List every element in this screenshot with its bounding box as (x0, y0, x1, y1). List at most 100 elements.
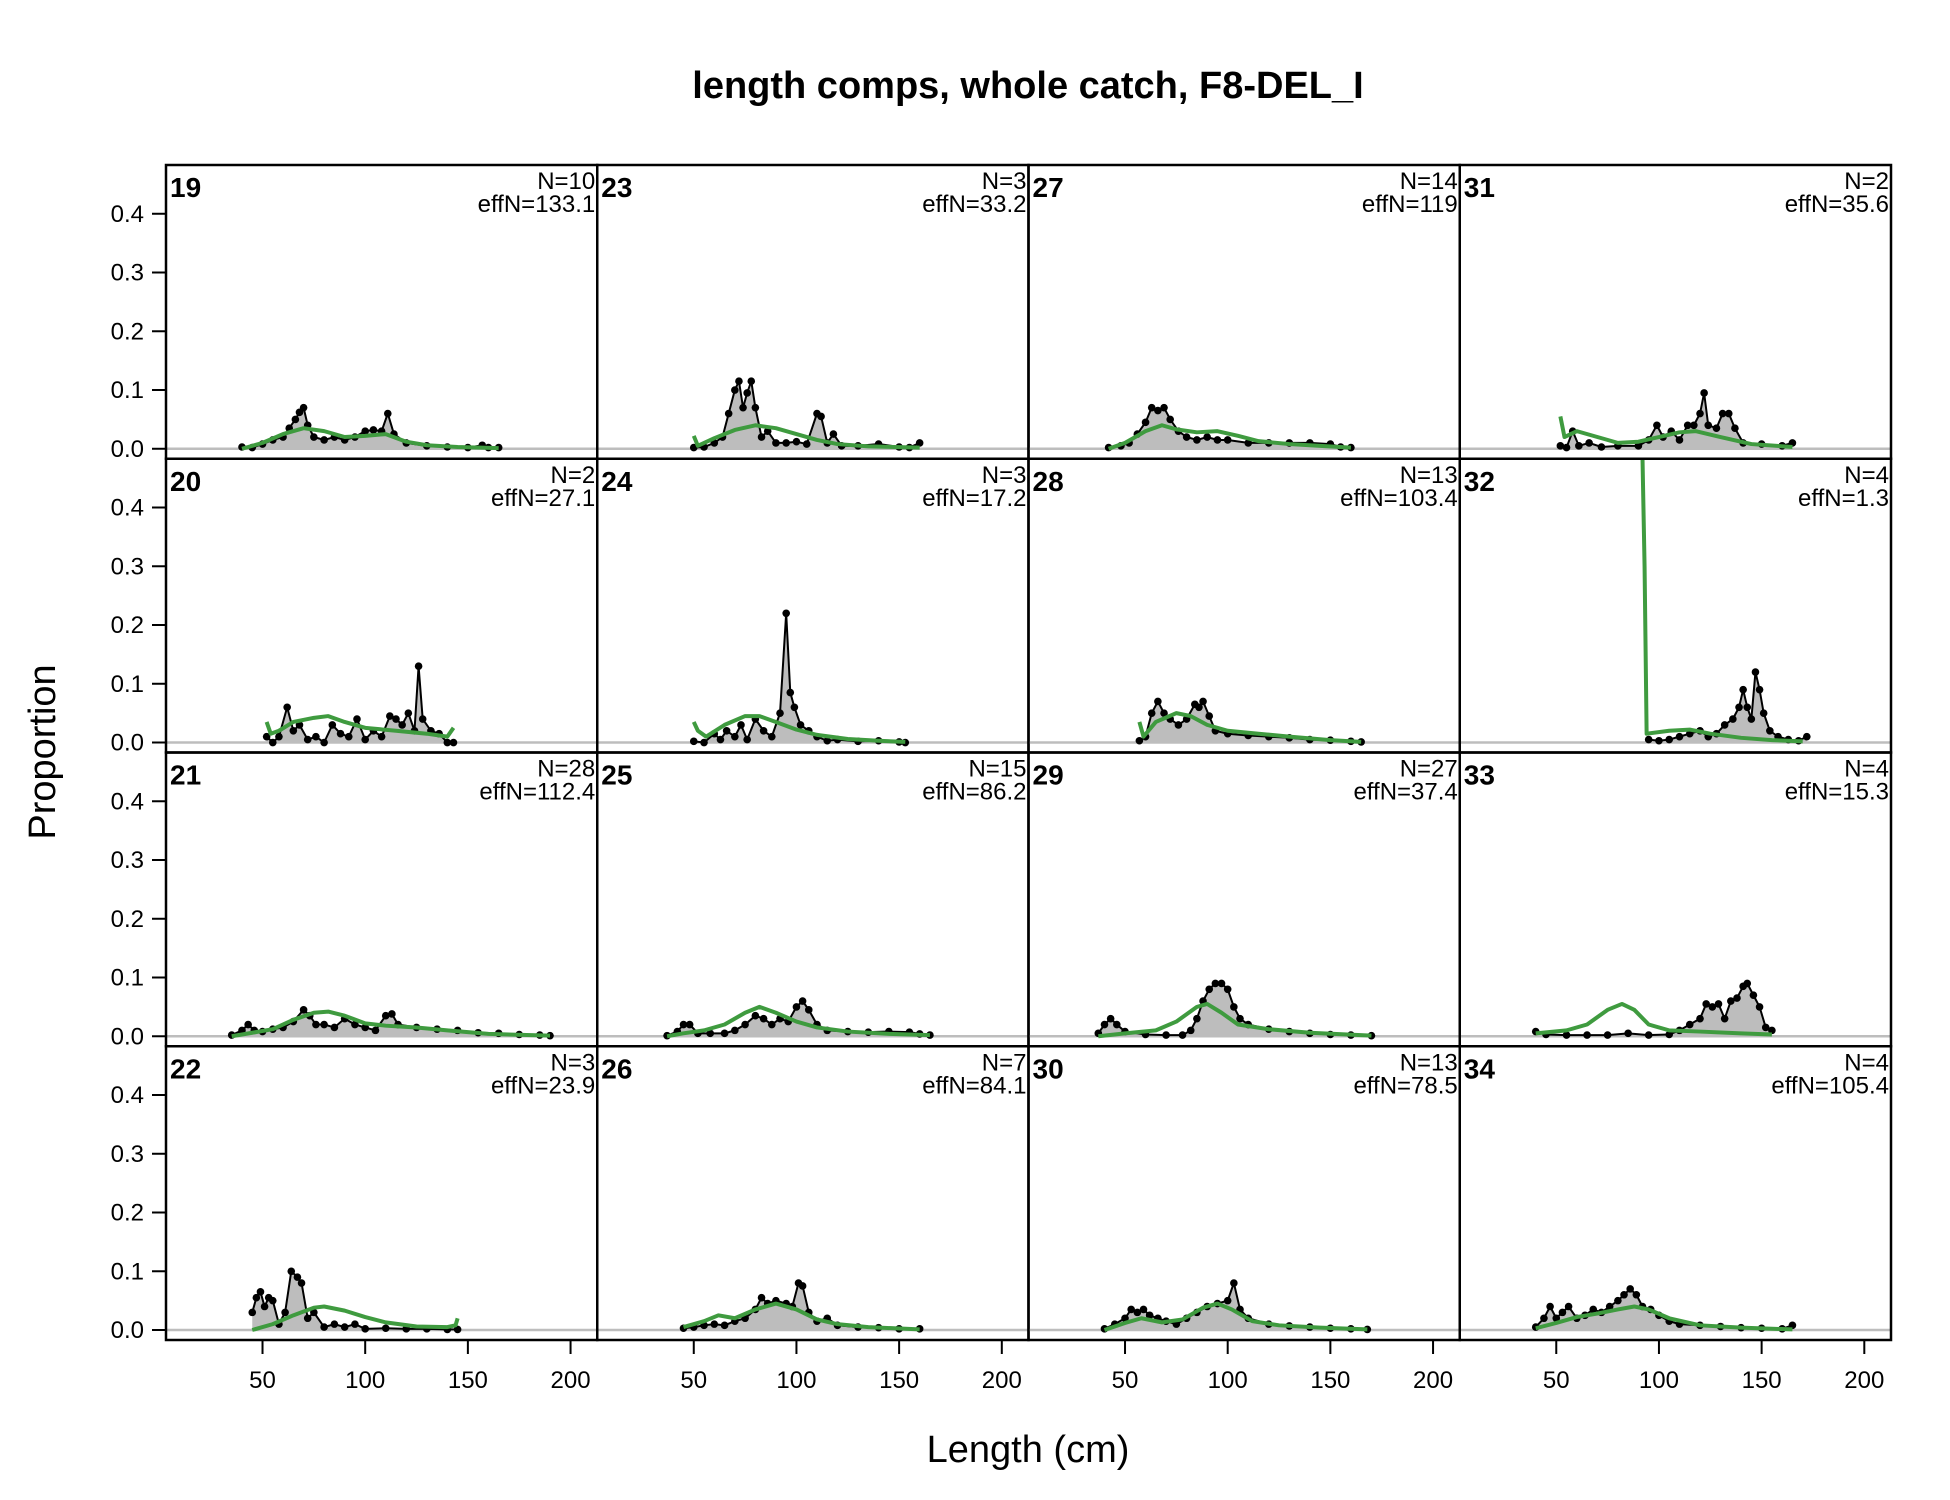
y-tick-label: 0.1 (111, 965, 144, 992)
observed-point (1182, 433, 1191, 441)
observed-point (1552, 1314, 1561, 1323)
observed-point (1620, 1290, 1628, 1299)
observed-point (1675, 732, 1684, 741)
panel-plot-area (1459, 389, 1891, 452)
x-tick-label: 200 (1413, 1367, 1453, 1394)
panel-effn: effN=33.2 (922, 191, 1026, 218)
observed-point (351, 1020, 359, 1029)
panel-effn: effN=86.2 (922, 779, 1026, 806)
observed-point (798, 997, 807, 1005)
observed-point (1768, 1026, 1776, 1035)
observed-point (1166, 415, 1174, 424)
observed-point (802, 440, 811, 448)
observed-point (739, 403, 747, 412)
expected-line (1535, 1001, 1772, 1037)
expected-line (1558, 416, 1793, 449)
panel-effn: effN=15.3 (1785, 779, 1889, 806)
observed-point (1147, 403, 1156, 412)
observed-point (312, 732, 320, 741)
observed-point (262, 732, 271, 741)
observed-point (776, 709, 784, 717)
observed-fill (266, 666, 454, 743)
observed-point (361, 1325, 369, 1333)
y-tick-label: 0.1 (111, 671, 144, 698)
observed-point (383, 409, 392, 418)
observed-point (685, 1020, 694, 1029)
observed-point (453, 1325, 462, 1334)
observed-point (741, 1020, 749, 1029)
observed-point (1712, 424, 1721, 433)
observed-point (1696, 1014, 1704, 1023)
y-tick-label: 0.4 (111, 495, 144, 522)
panel-label: 28 (1033, 466, 1064, 497)
observed-point (361, 735, 369, 744)
observed-fill (252, 1271, 458, 1331)
panel-plot-area (166, 403, 598, 452)
observed-point (757, 1293, 766, 1302)
observed-point (287, 1267, 296, 1276)
observed-point (256, 1288, 265, 1296)
observed-point (1597, 443, 1606, 451)
panel-label: 26 (601, 1053, 632, 1084)
observed-point (299, 1006, 308, 1014)
observed-point (751, 403, 760, 412)
observed-point (344, 732, 353, 741)
observed-point (404, 709, 413, 717)
panel-n: N=3 (982, 168, 1027, 195)
panel-n: N=28 (537, 756, 595, 783)
expected-line (691, 714, 906, 744)
observed-fill (693, 381, 920, 449)
observed-point (369, 426, 378, 434)
y-tick-label: 0.3 (111, 553, 144, 580)
y-axis-label: Proportion (22, 664, 64, 839)
observed-point (1708, 1003, 1717, 1011)
observed-point (443, 738, 452, 747)
observed-point (798, 1282, 807, 1290)
observed-fill (1139, 701, 1362, 743)
observed-point (320, 436, 328, 444)
panel-effn: effN=78.5 (1353, 1072, 1457, 1099)
observed-point (731, 732, 739, 741)
observed-fill (1535, 983, 1772, 1037)
observed-point (1718, 409, 1727, 418)
observed-point (792, 1003, 801, 1011)
y-tick-label: 0.2 (111, 906, 144, 933)
observed-point (743, 735, 751, 744)
observed-point (1139, 1305, 1148, 1314)
observed-point (392, 715, 400, 723)
observed-point (1634, 442, 1643, 450)
observed-point (252, 1293, 261, 1302)
y-tick-label: 0.2 (111, 318, 144, 345)
observed-point (268, 738, 277, 747)
observed-point (1205, 985, 1214, 994)
expected-line (241, 426, 499, 451)
observed-point (1203, 433, 1211, 441)
observed-point (1135, 736, 1144, 745)
observed-fill (1535, 1288, 1793, 1331)
observed-point (1575, 442, 1583, 450)
observed-fill (683, 1283, 920, 1331)
observed-point (747, 377, 756, 386)
observed-point (1230, 1279, 1238, 1287)
x-tick-label: 50 (680, 1367, 707, 1394)
observed-point (361, 427, 369, 435)
observed-point (1739, 685, 1747, 694)
y-tick-label: 0.0 (111, 436, 144, 463)
observed-point (1733, 994, 1741, 1002)
panel-plot-area (1459, 1285, 1891, 1333)
panel-plot-area (1028, 979, 1460, 1040)
observed-point (722, 726, 731, 735)
observed-point (1714, 1000, 1723, 1008)
panel-label: 30 (1033, 1053, 1064, 1084)
observed-point (1162, 1031, 1170, 1039)
panel-effn: effN=23.9 (491, 1072, 595, 1099)
panel-n: N=4 (1844, 462, 1889, 489)
observed-point (340, 1323, 349, 1331)
observed-point (1675, 436, 1684, 444)
observed-point (1603, 1031, 1612, 1039)
